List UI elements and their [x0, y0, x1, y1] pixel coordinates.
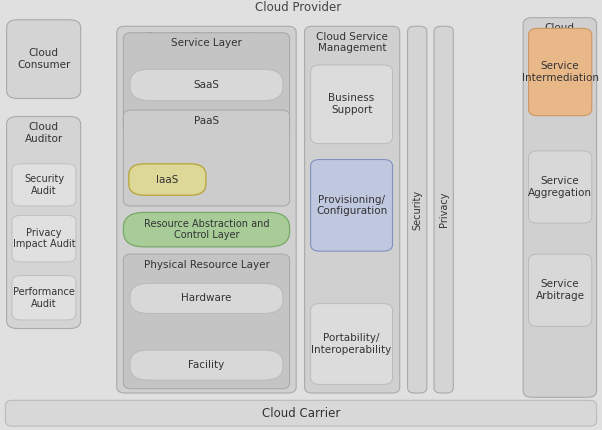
Text: Physical Resource Layer: Physical Resource Layer	[143, 260, 270, 270]
Text: Portability/
Interoperability: Portability/ Interoperability	[311, 333, 392, 355]
Text: Cloud
Broker: Cloud Broker	[543, 23, 577, 45]
Text: Service
Arbitrage: Service Arbitrage	[536, 280, 585, 301]
FancyBboxPatch shape	[123, 212, 290, 247]
Text: Cloud
Consumer: Cloud Consumer	[17, 48, 70, 70]
FancyBboxPatch shape	[529, 254, 592, 326]
Text: Cloud Provider: Cloud Provider	[255, 1, 341, 14]
Text: SaaS: SaaS	[193, 80, 220, 90]
FancyBboxPatch shape	[311, 65, 393, 144]
FancyBboxPatch shape	[7, 117, 81, 329]
FancyBboxPatch shape	[311, 304, 393, 384]
FancyBboxPatch shape	[130, 283, 283, 313]
FancyBboxPatch shape	[12, 215, 76, 262]
FancyBboxPatch shape	[7, 20, 81, 98]
FancyBboxPatch shape	[12, 164, 76, 206]
Text: Cloud
Auditor: Cloud Auditor	[25, 122, 63, 144]
FancyBboxPatch shape	[434, 26, 453, 393]
FancyBboxPatch shape	[130, 350, 283, 380]
Text: Security: Security	[412, 190, 422, 230]
FancyBboxPatch shape	[529, 28, 592, 116]
FancyBboxPatch shape	[117, 26, 296, 393]
FancyBboxPatch shape	[408, 26, 427, 393]
Text: Facility: Facility	[188, 360, 225, 370]
FancyBboxPatch shape	[305, 26, 400, 393]
Text: Business
Support: Business Support	[329, 93, 374, 115]
Text: Privacy
Impact Audit: Privacy Impact Audit	[13, 228, 75, 249]
FancyBboxPatch shape	[123, 33, 290, 133]
Text: Privacy: Privacy	[439, 192, 448, 227]
FancyBboxPatch shape	[12, 276, 76, 320]
FancyBboxPatch shape	[123, 254, 290, 389]
FancyBboxPatch shape	[523, 18, 597, 397]
Text: Cloud Carrier: Cloud Carrier	[262, 407, 340, 420]
Text: Provisioning/
Configuration: Provisioning/ Configuration	[316, 194, 387, 216]
Text: Service Layer: Service Layer	[171, 38, 242, 48]
FancyBboxPatch shape	[129, 164, 206, 195]
Text: Service Orchestration: Service Orchestration	[146, 32, 267, 42]
Text: IaaS: IaaS	[156, 175, 179, 184]
Text: Hardware: Hardware	[181, 293, 232, 304]
FancyBboxPatch shape	[311, 160, 393, 251]
FancyBboxPatch shape	[5, 400, 597, 426]
FancyBboxPatch shape	[130, 69, 283, 101]
Text: Cloud Service
Management: Cloud Service Management	[316, 32, 388, 53]
Text: Service
Aggregation: Service Aggregation	[528, 176, 592, 198]
Text: Service
Intermediation: Service Intermediation	[522, 61, 598, 83]
Text: PaaS: PaaS	[194, 116, 219, 126]
Text: Performance
Audit: Performance Audit	[13, 287, 75, 309]
Text: Resource Abstraction and
Control Layer: Resource Abstraction and Control Layer	[144, 219, 269, 240]
Text: Security
Audit: Security Audit	[24, 174, 64, 196]
FancyBboxPatch shape	[529, 151, 592, 223]
FancyBboxPatch shape	[123, 110, 290, 206]
